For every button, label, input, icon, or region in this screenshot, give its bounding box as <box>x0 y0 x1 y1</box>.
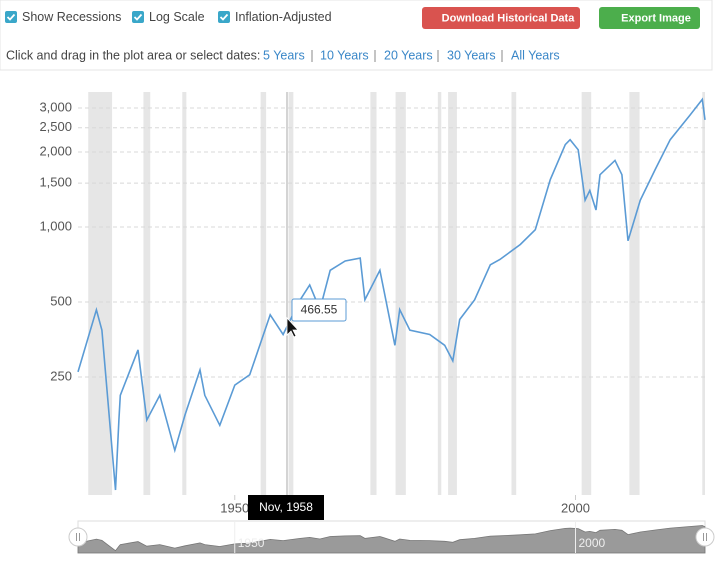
check <box>133 13 143 21</box>
y-tick-label: 250 <box>50 368 72 383</box>
range-prompt: Click and drag in the plot area or selec… <box>6 48 260 62</box>
x-tick-label: 2000 <box>561 500 590 515</box>
recession-band <box>629 92 640 495</box>
recession-band <box>260 92 267 495</box>
cursor <box>286 316 299 338</box>
checkbox-box[interactable] <box>218 11 230 23</box>
checkbox-box[interactable] <box>5 11 17 23</box>
y-tick-label: 2,500 <box>39 119 72 134</box>
y-tick-label: 1,500 <box>39 175 72 190</box>
y-tick-label: 500 <box>50 293 72 308</box>
y-tick-label: 2,000 <box>39 143 72 158</box>
recession-band <box>395 92 406 495</box>
recession-band <box>702 92 705 495</box>
navigator-label: 1950 <box>238 536 265 550</box>
x-tick-label: 1950 <box>220 500 249 515</box>
export-button[interactable] <box>599 7 700 29</box>
navigator-handle[interactable] <box>68 527 88 547</box>
recession-band <box>437 92 442 495</box>
range-link[interactable]: 5 Years <box>263 48 305 62</box>
navigator-handle[interactable] <box>695 527 715 547</box>
recession-band <box>88 92 113 495</box>
range-link[interactable]: All Years <box>511 48 560 62</box>
checkbox-box[interactable] <box>132 11 144 23</box>
check <box>219 13 229 21</box>
export-button-label[interactable]: Export Image <box>621 12 691 24</box>
range-link[interactable]: 30 Years <box>447 48 496 62</box>
recession-band <box>288 92 294 495</box>
value-tooltip-text: 466.55 <box>301 303 338 317</box>
range-link[interactable]: 10 Years <box>320 48 369 62</box>
plot-area[interactable]: 250 500 1,000 1,500 2,000 2,500 3,000 1950 2000 4… <box>39 92 715 554</box>
navigator-label: 2000 <box>579 536 606 550</box>
toolbar <box>0 0 713 71</box>
recession-band <box>182 92 187 495</box>
download-button-label[interactable]: Download Historical Data <box>442 12 576 24</box>
value-tooltip <box>291 298 347 322</box>
recession-band <box>448 92 457 495</box>
recession-band <box>370 92 377 495</box>
check <box>6 13 16 21</box>
date-tooltip-text: Nov, 1958 <box>259 500 313 514</box>
checkbox[interactable]: Inflation-Adjusted <box>218 10 332 24</box>
recession-band <box>143 92 151 495</box>
price-line <box>77 97 706 491</box>
checkbox[interactable]: Log Scale <box>132 10 205 24</box>
checkbox-label[interactable]: Show Recessions <box>22 10 121 24</box>
recession-band <box>581 92 592 495</box>
range-link[interactable]: 20 Years <box>384 48 433 62</box>
checkbox-label[interactable]: Inflation-Adjusted <box>235 10 332 24</box>
y-tick-label: 3,000 <box>39 99 72 114</box>
download-button[interactable] <box>422 7 580 29</box>
recession-band <box>511 92 517 495</box>
date-tooltip <box>248 495 324 520</box>
checkbox-label[interactable]: Log Scale <box>149 10 205 24</box>
checkbox[interactable]: Show Recessions <box>5 10 121 24</box>
y-tick-label: 1,000 <box>39 218 72 233</box>
